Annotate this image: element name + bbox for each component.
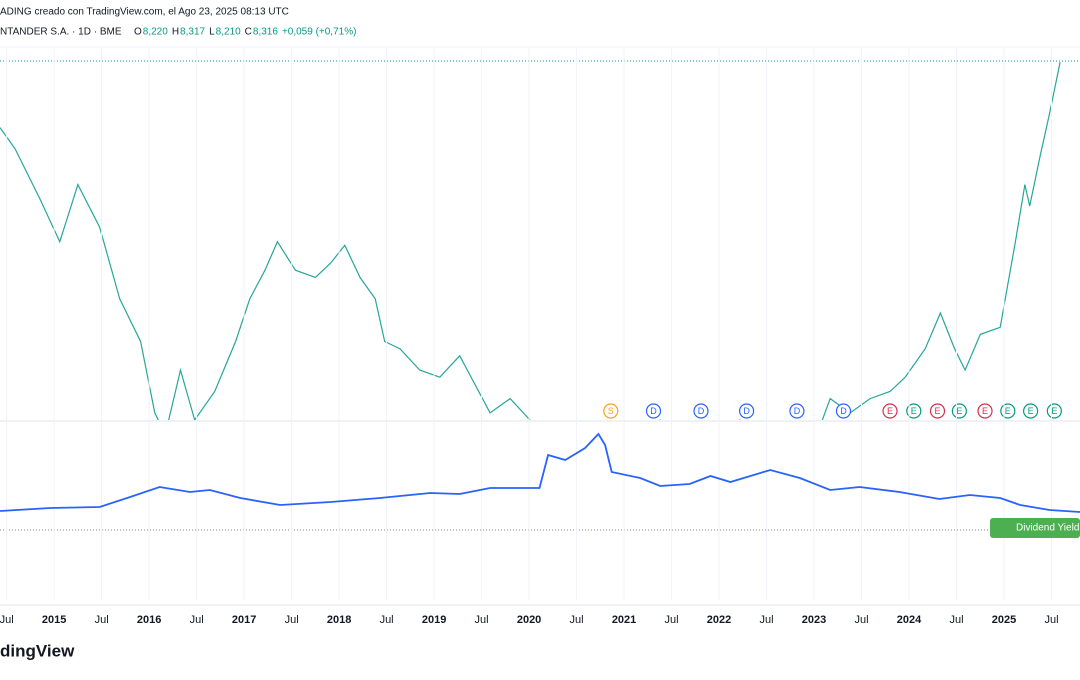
x-tick-label: Jul — [190, 614, 204, 626]
ohlc-label: C — [245, 27, 252, 38]
event-label: E — [887, 406, 893, 416]
event-marker — [951, 403, 967, 419]
change: +0,059 (+0,71%) — [282, 27, 357, 38]
ohlc-value: 8,210 — [216, 27, 241, 38]
ohlc-value: 8,317 — [180, 27, 205, 38]
x-tick-label: 2023 — [802, 614, 826, 626]
event-marker — [835, 403, 852, 419]
x-tick-label: 2019 — [422, 614, 446, 626]
x-tick-label: Jul — [949, 614, 963, 626]
event-label: D — [840, 406, 847, 416]
event-label: E — [1005, 406, 1011, 416]
x-tick-label: 2021 — [612, 614, 636, 626]
price-line-series — [0, 432, 1080, 513]
event-marker — [693, 403, 709, 419]
x-tick-label: 2015 — [42, 614, 66, 626]
series-label-bg — [990, 518, 1080, 538]
x-tick-label: Jul — [665, 614, 679, 626]
event-label: E — [956, 406, 962, 416]
event-label: E — [935, 406, 941, 416]
series-label: Dividend Yield: — [1016, 523, 1080, 534]
ohlc-label: O — [134, 27, 142, 38]
event-marker — [1046, 403, 1062, 419]
event-marker — [789, 403, 805, 419]
event-marker — [738, 403, 755, 419]
caption: ADING creado con TradingView.com, el Ago… — [0, 7, 289, 18]
ohlc: O 8,220 H 8,317 L 8,210 C 8,316 +0,059 (+0,71%) — [134, 27, 356, 38]
x-tick-label: 2018 — [327, 614, 351, 626]
x-tick-label: 2017 — [232, 614, 256, 626]
event-label: E — [1051, 406, 1057, 416]
x-tick-label: Jul — [475, 614, 489, 626]
x-tick-label: Jul — [760, 614, 774, 626]
price-line-series — [0, 62, 1061, 420]
x-tick-label: Jul — [380, 614, 394, 626]
event-label: D — [650, 406, 657, 416]
x-tick-label: Jul — [95, 614, 109, 626]
symbol: NTANDER S.A. · 1D · BME — [0, 27, 122, 38]
x-tick-label: Jul — [570, 614, 584, 626]
x-tick-label: 2020 — [517, 614, 541, 626]
x-tick-label: 2025 — [992, 614, 1016, 626]
event-marker — [645, 403, 662, 419]
event-marker — [882, 403, 898, 419]
ohlc-value: 8,316 — [253, 27, 278, 38]
ohlc-value: 8,220 — [143, 27, 168, 38]
x-tick-label: Jul — [285, 614, 299, 626]
event-label: D — [698, 406, 705, 416]
x-tick-label: Jul — [0, 614, 14, 626]
event-marker — [906, 403, 922, 419]
x-tick-label: Jul — [854, 614, 868, 626]
event-marker — [1023, 403, 1039, 419]
x-tick-label: 2022 — [707, 614, 731, 626]
event-label: E — [1028, 406, 1034, 416]
ohlc-label: L — [209, 27, 215, 38]
logo: dingView — [0, 641, 75, 660]
event-label: S — [608, 406, 614, 416]
x-tick-label: Jul — [1044, 614, 1058, 626]
event-label: D — [743, 406, 750, 416]
event-label: D — [794, 406, 801, 416]
event-marker — [977, 403, 993, 419]
event-marker — [603, 403, 619, 419]
event-label: E — [982, 406, 988, 416]
event-label: E — [911, 406, 917, 416]
event-marker — [929, 403, 946, 419]
ohlc-label: H — [172, 27, 179, 38]
x-tick-label: 2024 — [897, 614, 922, 626]
x-tick-label: 2016 — [137, 614, 161, 626]
